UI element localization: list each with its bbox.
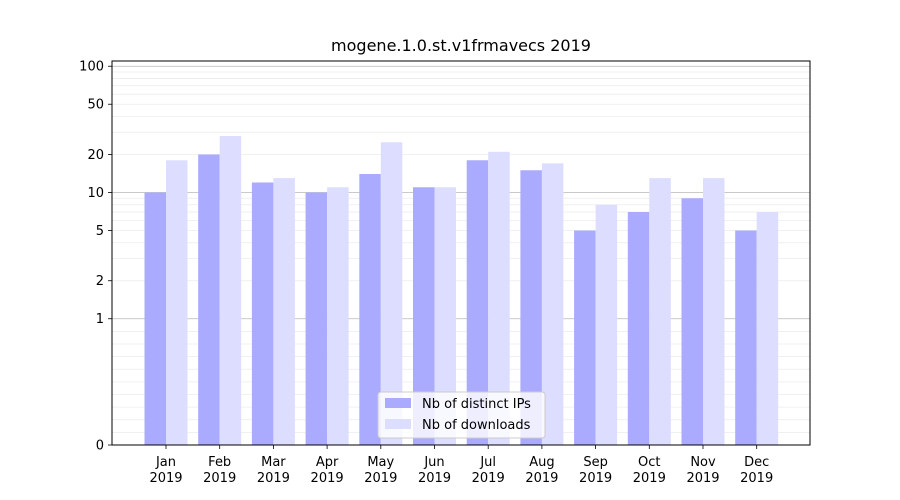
y-tick-label: 10 — [87, 186, 104, 201]
x-tick-label-month: Jan — [155, 455, 176, 470]
bar-distinct-ips — [305, 192, 328, 445]
x-tick-label-month: Nov — [690, 455, 716, 470]
x-tick-label-month: Mar — [261, 455, 286, 470]
bar-distinct-ips — [520, 170, 542, 445]
x-tick-label-year: 2019 — [579, 471, 612, 486]
y-tick-label: 5 — [96, 224, 104, 239]
bar-downloads — [595, 204, 618, 445]
bar-downloads — [327, 187, 349, 446]
bar-distinct-ips — [735, 230, 757, 445]
x-tick-label-year: 2019 — [472, 471, 505, 486]
x-tick-label-year: 2019 — [418, 471, 451, 486]
bar-downloads — [166, 160, 188, 446]
y-tick-label: 1 — [96, 312, 104, 327]
y-tick-label: 100 — [79, 60, 104, 75]
bar-downloads — [541, 163, 564, 445]
y-tick-label: 50 — [87, 98, 104, 113]
bar-distinct-ips — [144, 192, 166, 445]
bar-downloads — [273, 178, 295, 446]
bar-distinct-ips — [413, 187, 435, 446]
x-tick-label-month: Jul — [479, 455, 496, 470]
bar-downloads — [380, 142, 403, 445]
plot-frame — [111, 60, 811, 446]
bar-distinct-ips — [574, 230, 596, 445]
bar-downloads — [649, 178, 671, 446]
x-tick-label-year: 2019 — [149, 471, 182, 486]
bar-distinct-ips — [251, 182, 274, 445]
y-tick-label: 20 — [87, 148, 104, 163]
bar-downloads — [756, 212, 779, 445]
y-tick-label: 2 — [96, 274, 104, 289]
bar-downloads — [434, 187, 456, 446]
legend-box — [377, 391, 546, 439]
legend-swatch-distinct-ips — [385, 398, 411, 408]
bar-distinct-ips — [359, 174, 381, 445]
bar-distinct-ips — [198, 154, 220, 445]
bars — [144, 136, 779, 446]
x-tick-label-year: 2019 — [257, 471, 290, 486]
x-tick-label-month: Sep — [583, 455, 608, 470]
legend: Nb of distinct IPs Nb of downloads — [377, 391, 546, 439]
x-tick-label-year: 2019 — [525, 471, 558, 486]
bar-downloads — [219, 136, 242, 445]
bar-downloads — [703, 178, 725, 446]
bar-distinct-ips — [681, 198, 703, 445]
x-tick-label-year: 2019 — [311, 471, 344, 486]
x-tick-label-month: Jun — [423, 455, 444, 470]
x-tick-label-month: Dec — [744, 455, 769, 470]
legend-label-downloads: Nb of downloads — [422, 418, 531, 433]
x-tick-label-month: Apr — [316, 455, 339, 470]
x-tick-label-year: 2019 — [686, 471, 719, 486]
y-tick-label: 0 — [96, 439, 104, 454]
x-axis: Jan2019Feb2019Mar2019Apr2019May2019Jun20… — [149, 445, 773, 486]
bar-downloads — [488, 151, 510, 445]
legend-swatch-downloads — [385, 419, 411, 429]
y-axis: 0 1 2 5 10 20 50 100 — [79, 60, 112, 454]
x-tick-label-month: Feb — [208, 455, 231, 470]
x-tick-label-year: 2019 — [203, 471, 236, 486]
bar-distinct-ips — [627, 212, 650, 445]
x-tick-label-year: 2019 — [740, 471, 773, 486]
legend-label-distinct-ips: Nb of distinct IPs — [422, 397, 531, 412]
x-tick-label-month: Aug — [529, 455, 554, 470]
x-tick-label-month: Oct — [638, 455, 660, 470]
x-tick-label-month: May — [367, 455, 394, 470]
x-tick-label-year: 2019 — [633, 471, 666, 486]
bar-distinct-ips — [466, 160, 489, 446]
x-tick-label-year: 2019 — [364, 471, 397, 486]
chart-title: mogene.1.0.st.v1frmavecs 2019 — [331, 36, 591, 55]
